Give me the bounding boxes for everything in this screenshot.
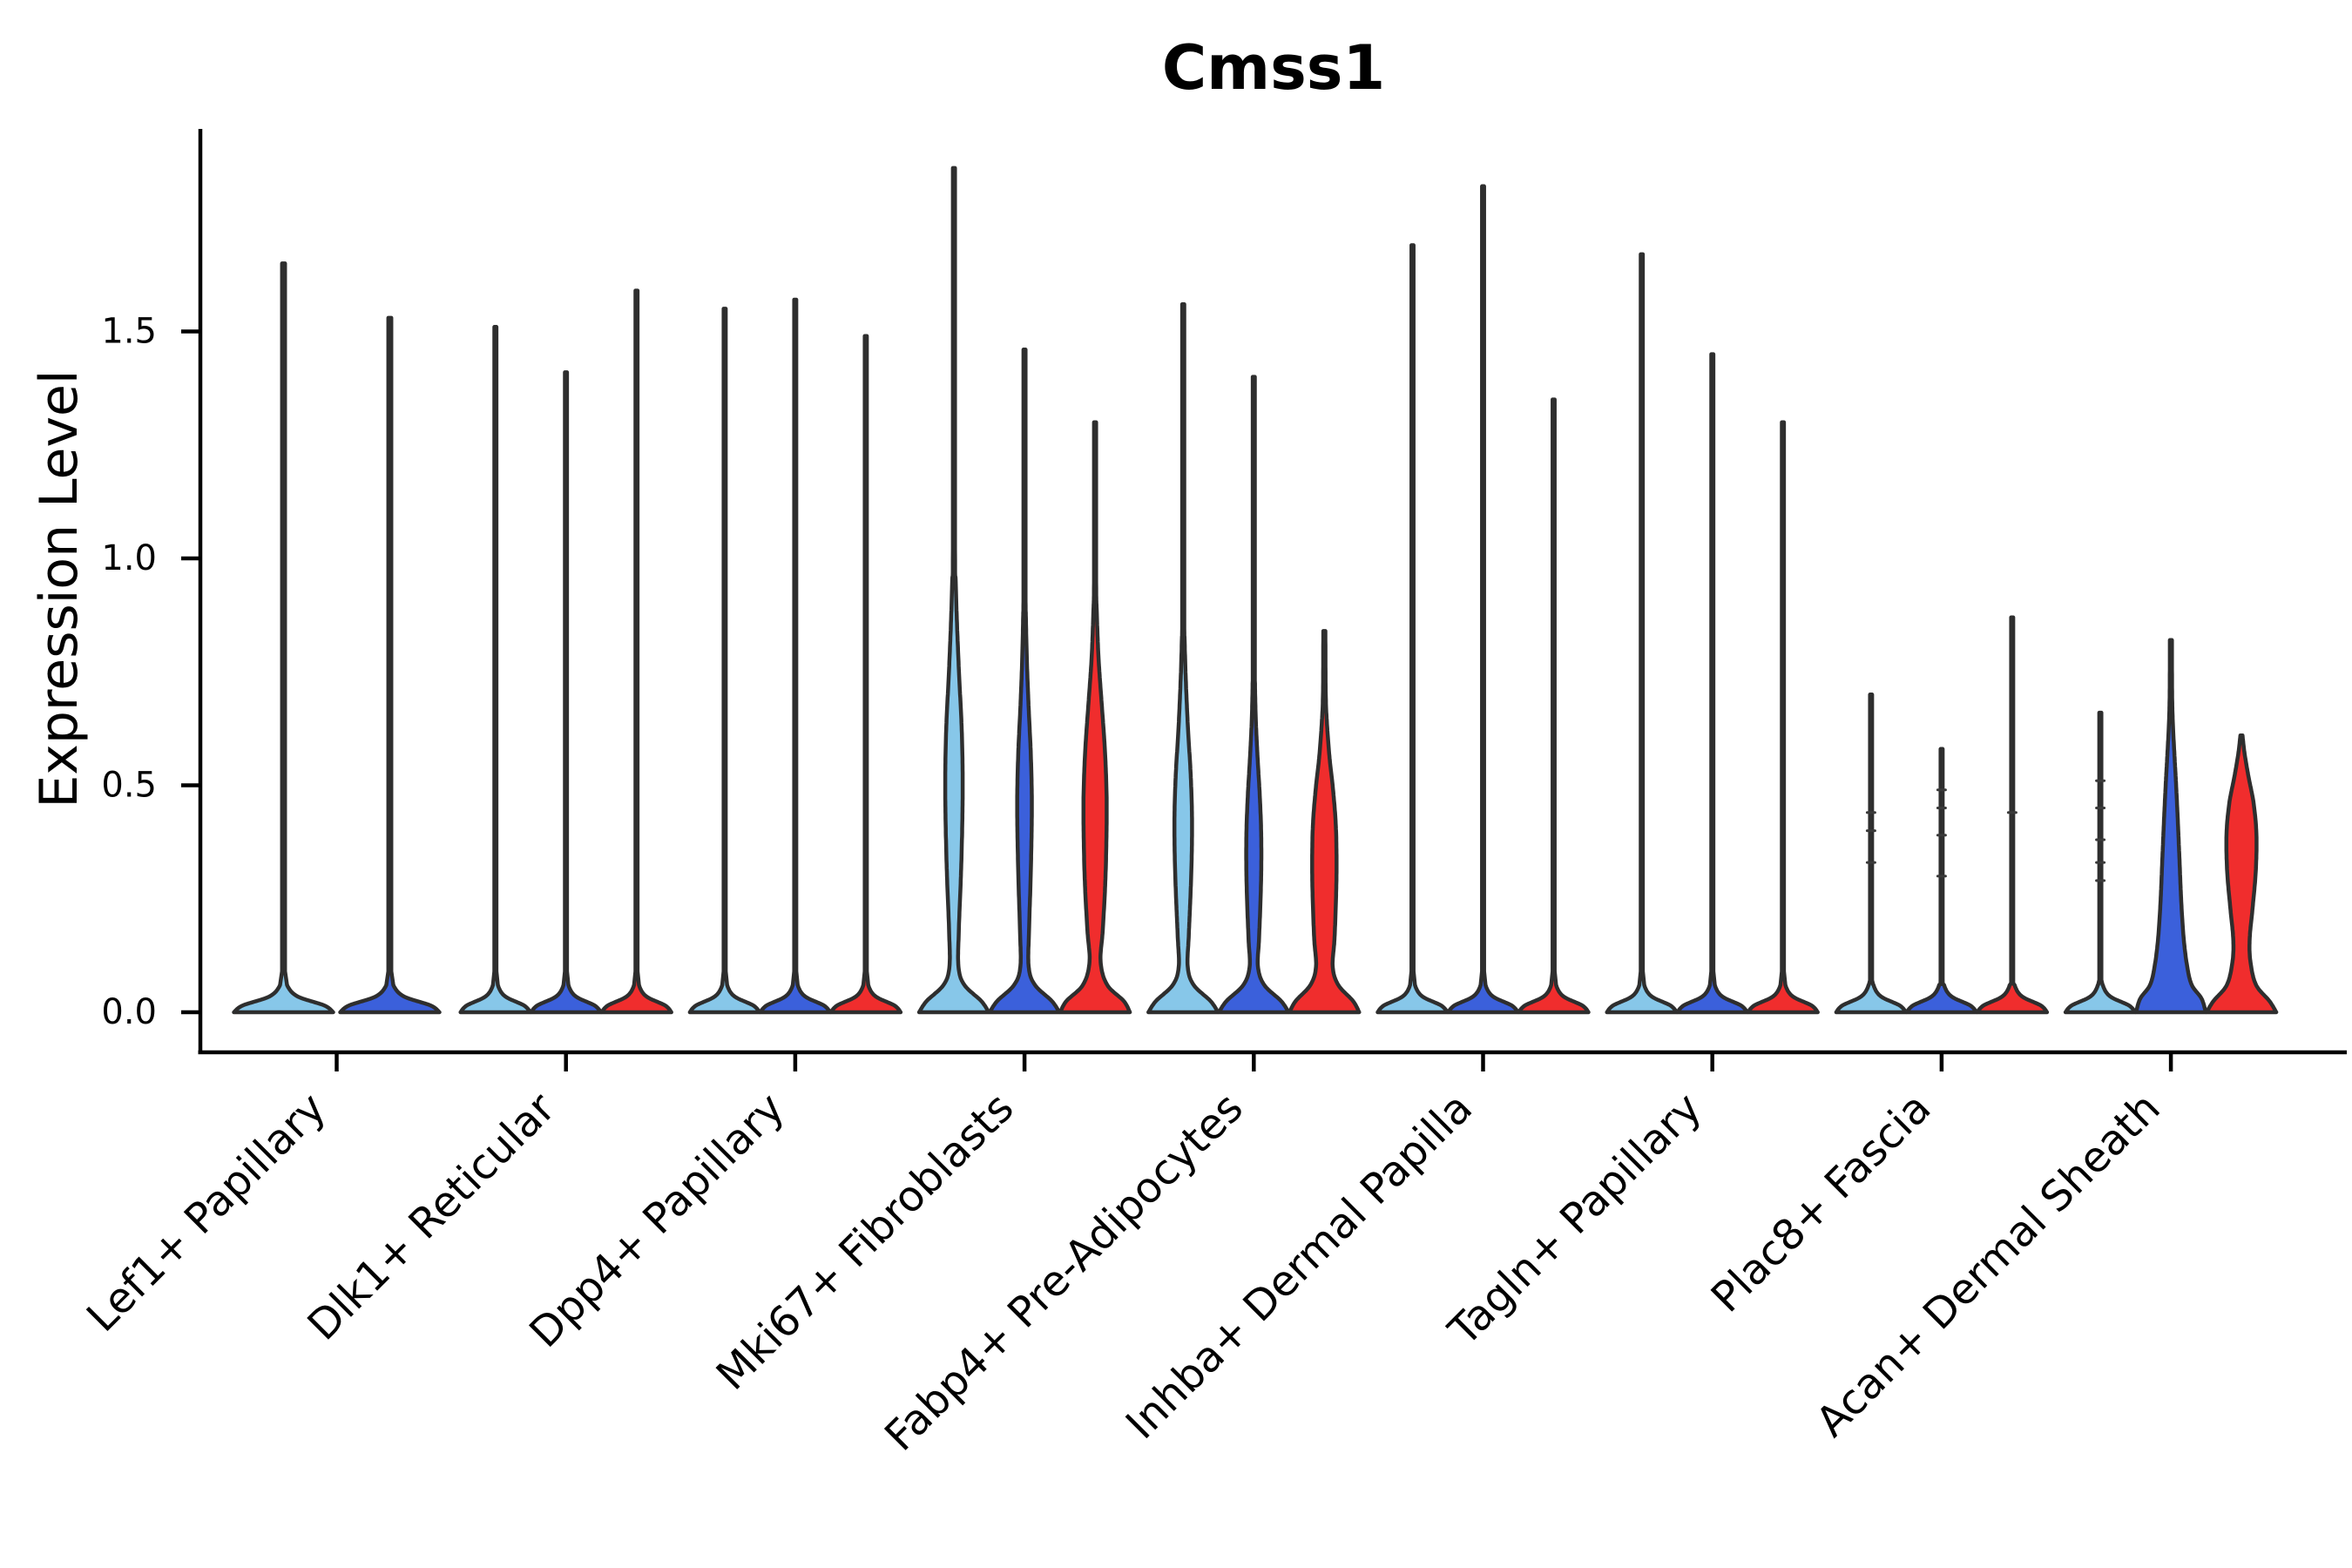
expression-point-dash xyxy=(2006,811,2017,814)
violin-4-blue xyxy=(987,348,1062,1015)
violin-8-blue xyxy=(1904,747,1979,1015)
violin-4-light_blue xyxy=(916,166,991,1015)
expression-point-dash xyxy=(1936,788,1947,792)
violin-6-light_blue xyxy=(1375,243,1450,1015)
x-axis-label: Dlk1+ Reticular xyxy=(299,1084,565,1350)
violin-3-blue xyxy=(758,297,833,1015)
violin-8-red xyxy=(1975,615,2050,1015)
expression-point-dash xyxy=(1936,807,1947,810)
violin-2-blue xyxy=(529,370,603,1015)
expression-point-dash xyxy=(2095,861,2106,864)
expression-point-dash xyxy=(2095,807,2106,810)
expression-point-dash xyxy=(1865,811,1876,814)
violin-4-red xyxy=(1058,420,1132,1015)
violin-1-light_blue xyxy=(232,261,335,1015)
violin-6-red xyxy=(1517,397,1591,1015)
violin-6-blue xyxy=(1446,184,1520,1015)
violin-2-light_blue xyxy=(458,325,532,1015)
violin-9-red xyxy=(2204,733,2279,1015)
y-axis-label: Expression Level xyxy=(29,369,90,808)
violin-7-red xyxy=(1746,420,1820,1015)
expression-point-dash xyxy=(1865,829,1876,833)
violin-3-light_blue xyxy=(687,307,762,1015)
violin-5-red xyxy=(1288,629,1362,1015)
violin-3-red xyxy=(828,334,903,1015)
violin-2-red xyxy=(599,288,673,1015)
violin-5-light_blue xyxy=(1146,301,1220,1015)
plot-title: Cmss1 xyxy=(1162,32,1385,104)
violin-9-blue xyxy=(2133,638,2208,1015)
y-tick-label: 1.5 xyxy=(101,312,157,352)
expression-point-dash xyxy=(2095,838,2106,841)
y-tick-label: 0.5 xyxy=(101,766,157,806)
x-axis-label: Tagln+ Papillary xyxy=(1439,1084,1711,1355)
x-axis-label: Dpp4+ Papillary xyxy=(520,1084,794,1357)
x-axis-label: Lef1+ Papillary xyxy=(78,1084,335,1342)
violin-8-light_blue xyxy=(1834,693,1909,1015)
violin-5-blue xyxy=(1217,375,1291,1015)
expression-point-dash xyxy=(2095,879,2106,882)
y-tick-label: 0.0 xyxy=(101,992,157,1032)
expression-point-dash xyxy=(1865,861,1876,864)
violin-7-light_blue xyxy=(1605,252,1679,1015)
violin-7-blue xyxy=(1675,352,1749,1015)
x-axis-label: Plac8+ Fascia xyxy=(1702,1084,1941,1322)
expression-point-dash xyxy=(1936,875,1947,878)
violin-1-blue xyxy=(338,315,442,1015)
y-tick-label: 1.0 xyxy=(101,538,157,578)
expression-point-dash xyxy=(2095,779,2106,782)
expression-point-dash xyxy=(1936,834,1947,837)
